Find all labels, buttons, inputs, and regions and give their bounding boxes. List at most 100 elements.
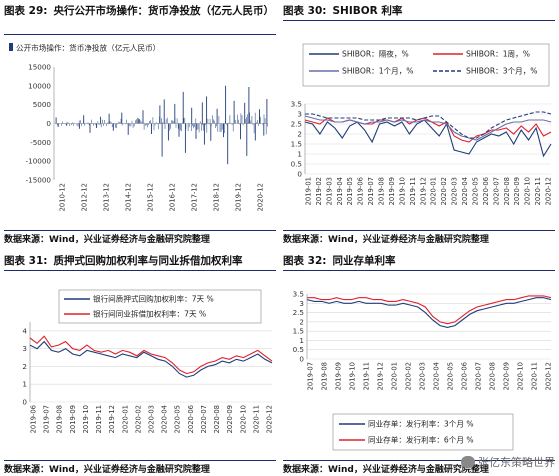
x-tick-label: 2020-03 <box>419 362 427 390</box>
series-line <box>305 111 552 139</box>
x-tick-label: 2020-08 <box>503 177 511 205</box>
x-tick-label: 2020-08 <box>489 362 497 390</box>
y-tick-label: 3.5 <box>291 100 302 109</box>
x-tick-label: 2019-07 <box>307 362 315 390</box>
panel-29: 图表 29: 央行公开市场操作：货币净投放（亿元人民币） 公开市场操作：货币净投放… <box>4 4 276 245</box>
x-tick-label: 2019-05 <box>346 177 354 205</box>
panel-31: 图表 31: 质押式回购加权利率与同业拆借加权利率 银行间质押式回购加权利率：7天… <box>4 254 276 475</box>
panel-30: 图表 30: SHIBOR 利率 SHIBOR：隔夜，% SHIBOR：1周，% SH… <box>283 4 555 245</box>
y-tick-label: -10000 <box>26 157 52 166</box>
series-line <box>29 340 273 378</box>
y-tick-label: 2 <box>297 130 302 139</box>
x-tick-label: 2016-12 <box>169 183 177 211</box>
series-line <box>304 115 552 141</box>
chart-29: 公开市场操作：货币净投放（亿元人民币） 15000 10000 5000 0 -5000 -… <box>9 43 268 211</box>
wechat-icon <box>461 456 475 468</box>
panel-32: 图表 32: 同业存单利率 3.5 3 2.5 2 1.5 1 0.5 0 2019-07 2019… <box>283 254 555 475</box>
y-tick-label: 3 <box>299 299 304 308</box>
chart-title: 图表 29: 央行公开市场操作：货币净投放（亿元人民币） <box>4 5 274 17</box>
x-tick-label: 2020-07 <box>492 177 500 205</box>
x-tick-label: 2014-12 <box>125 183 133 211</box>
x-tick-label: 2020-04 <box>461 177 469 205</box>
legend-label: SHIBOR：3个月，% <box>466 67 538 76</box>
x-tick-label: 2020-12 <box>266 405 274 433</box>
chart-title: 图表 31: 质押式回购加权利率与同业拆借加权利率 <box>4 255 243 267</box>
x-tick-label: 2010-12 <box>59 183 67 211</box>
legend-label: 公开市场操作：货币净投放（亿元人民币） <box>16 43 160 53</box>
x-tick-label: 2020-10 <box>524 177 532 205</box>
x-tick-label: 2020-01 <box>430 177 438 205</box>
legend-label: 同业存单：发行利率：3个月 % <box>368 419 474 429</box>
legend-swatch <box>9 43 13 51</box>
series-line <box>304 119 552 158</box>
y-tick-label: 2.5 <box>293 308 304 317</box>
x-tick-label: 2020-02 <box>134 405 142 433</box>
x-tick-label: 2019-09 <box>335 362 343 390</box>
x-tick-label: 2019-08 <box>321 362 329 390</box>
y-tick-label: 1 <box>297 150 302 159</box>
x-tick-label: 2020-02 <box>440 177 448 205</box>
x-tick-label: 2020-05 <box>174 405 182 433</box>
source-note: 数据来源：Wind，兴业证券经济与金融研究院整理 <box>283 235 489 245</box>
legend-box <box>332 413 514 451</box>
source-note: 数据来源：Wind，兴业证券经济与金融研究院整理 <box>283 465 489 475</box>
y-tick-label: -15000 <box>26 176 52 185</box>
x-tick-label: 2020-02 <box>405 362 413 390</box>
y-tick-label: 10000 <box>28 81 51 90</box>
x-tick-label: 2020-04 <box>433 362 441 390</box>
x-tick-label: 2020-09 <box>503 362 511 390</box>
x-tick-label: 2013-12 <box>103 183 111 211</box>
x-tick-label: 2019-08 <box>56 405 64 433</box>
chart-title: 图表 30: SHIBOR 利率 <box>283 5 403 17</box>
x-tick-label: 2019-09 <box>69 405 77 433</box>
chart-31: 银行间质押式回购加权利率：7天 %银行间同业拆借加权利率：7天 %4321020… <box>22 289 274 433</box>
y-tick-label: 0 <box>46 119 51 128</box>
x-tick-label: 2018-12 <box>213 183 221 211</box>
legend-label: SHIBOR：隔夜，% <box>342 49 409 59</box>
x-tick-label: 2020-08 <box>213 405 221 433</box>
y-tick-label: 0 <box>299 355 304 364</box>
x-tick-label: 2019-10 <box>349 362 357 390</box>
x-tick-label: 2019-01 <box>305 177 313 205</box>
x-tick-label: 2019-12 <box>419 177 427 205</box>
x-tick-label: 2020-12 <box>257 183 265 211</box>
x-tick-label: 2020-01 <box>121 405 129 433</box>
x-tick-label: 2020-10 <box>239 405 247 433</box>
x-tick-label: 2019-08 <box>378 177 386 205</box>
y-tick-label: 3.5 <box>293 290 304 299</box>
x-tick-label: 2020-11 <box>534 177 542 205</box>
legend-label: 银行间质押式回购加权利率：7天 % <box>93 294 214 304</box>
x-tick-label: 2020-06 <box>482 177 490 205</box>
x-tick-label: 2020-05 <box>447 362 455 390</box>
x-tick-label: 2020-07 <box>200 405 208 433</box>
x-tick-label: 2017-12 <box>191 183 199 211</box>
y-tick-label: 1 <box>22 380 27 389</box>
series-line <box>306 297 552 328</box>
source-note: 数据来源：Wind，兴业证券经济与金融研究院整理 <box>4 235 210 245</box>
y-tick-label: 3 <box>22 344 27 353</box>
legend-label: SHIBOR：1周，% <box>466 50 530 59</box>
x-tick-label: 2019-04 <box>336 177 344 205</box>
x-tick-label: 2020-06 <box>461 362 469 390</box>
x-tick-label: 2019-02 <box>315 177 323 205</box>
x-tick-label: 2020-09 <box>513 177 521 205</box>
x-tick-label: 2020-01 <box>391 362 399 390</box>
x-tick-label: 2019-10 <box>82 405 90 433</box>
x-tick-label: 2019-12 <box>377 362 385 390</box>
y-tick-label: 1.5 <box>293 327 304 336</box>
x-tick-label: 2019-12 <box>235 183 243 211</box>
series-line <box>307 295 552 325</box>
y-tick-label: -5000 <box>30 138 51 147</box>
x-tick-label: 2015-12 <box>147 183 155 211</box>
legend-box <box>302 43 550 87</box>
x-tick-label: 2012-12 <box>81 183 89 211</box>
source-note: 数据来源：Wind，兴业证券经济与金融研究院整理 <box>4 465 210 475</box>
legend-label: 银行间同业拆借加权利率：7天 % <box>93 309 206 319</box>
x-tick-label: 2020-11 <box>531 362 539 390</box>
x-tick-label: 2019-06 <box>357 177 365 205</box>
y-tick-label: 1.5 <box>291 140 302 149</box>
series-line <box>29 335 273 375</box>
x-tick-label: 2020-12 <box>545 362 553 390</box>
x-tick-label: 2020-05 <box>471 177 479 205</box>
